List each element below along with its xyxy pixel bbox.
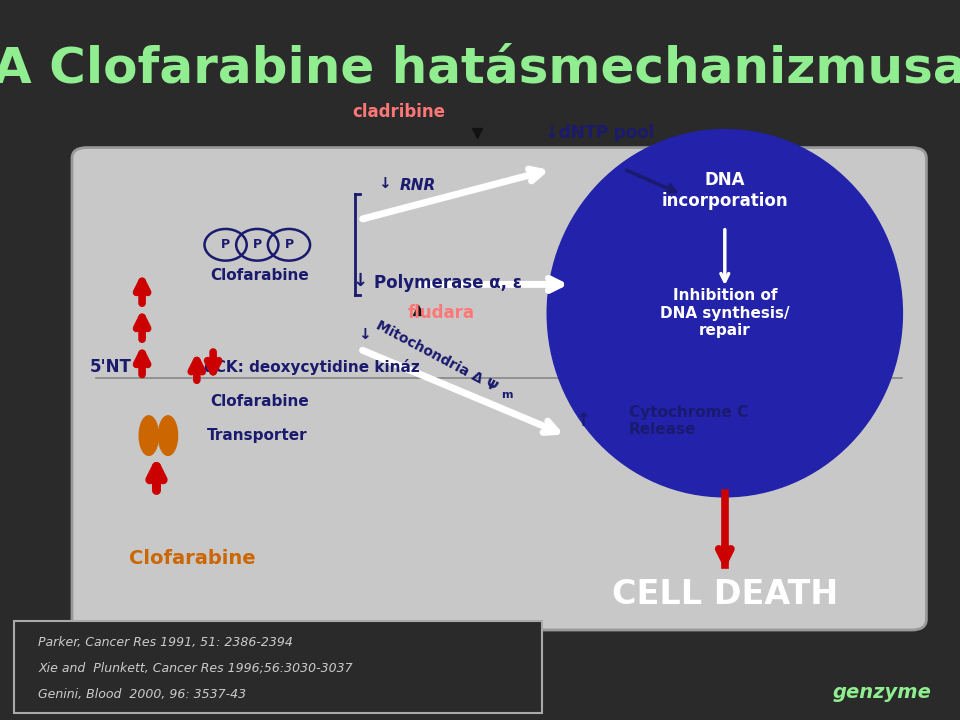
Ellipse shape: [158, 415, 178, 455]
Text: Clofarabine: Clofarabine: [129, 549, 255, 567]
Text: Polymerase α, ε: Polymerase α, ε: [374, 274, 522, 292]
Text: cladribine: cladribine: [352, 102, 444, 120]
Text: CELL DEATH: CELL DEATH: [612, 577, 838, 611]
Text: ↓: ↓: [358, 328, 372, 342]
Text: Inhibition of
DNA synthesis/
repair: Inhibition of DNA synthesis/ repair: [660, 288, 790, 338]
Text: fludara: fludara: [408, 304, 475, 323]
Text: Cytochrome C
Release: Cytochrome C Release: [629, 405, 748, 437]
Text: Parker, Cancer Res 1991, 51: 2386-2394: Parker, Cancer Res 1991, 51: 2386-2394: [38, 636, 293, 649]
Text: P: P: [221, 238, 230, 251]
Text: genzyme: genzyme: [832, 683, 931, 702]
FancyBboxPatch shape: [72, 148, 926, 630]
Text: ↑: ↑: [575, 412, 590, 430]
Text: Transporter: Transporter: [206, 428, 307, 443]
Text: dCK: deoxycytidine kináz: dCK: deoxycytidine kináz: [204, 359, 420, 375]
Text: 5'NT: 5'NT: [89, 358, 132, 376]
Ellipse shape: [547, 130, 902, 497]
Text: m: m: [501, 390, 513, 400]
Text: Genini, Blood  2000, 96: 3537-43: Genini, Blood 2000, 96: 3537-43: [38, 688, 247, 701]
Text: ↓dNTP pool: ↓dNTP pool: [545, 124, 655, 143]
Text: ↓: ↓: [352, 271, 368, 289]
Ellipse shape: [139, 415, 158, 455]
Text: Xie and  Plunkett, Cancer Res 1996;56:3030-3037: Xie and Plunkett, Cancer Res 1996;56:303…: [38, 662, 353, 675]
Text: RNR: RNR: [399, 179, 436, 193]
Text: P: P: [284, 238, 294, 251]
FancyBboxPatch shape: [14, 621, 542, 713]
Text: Clofarabine: Clofarabine: [210, 394, 308, 408]
Text: Mitochondria Δ Ψ: Mitochondria Δ Ψ: [373, 318, 500, 395]
Text: Clofarabine: Clofarabine: [210, 269, 308, 283]
Text: A Clofarabine hatásmechanizmusa: A Clofarabine hatásmechanizmusa: [0, 45, 960, 92]
Text: ↓: ↓: [377, 176, 391, 191]
Text: DNA
incorporation: DNA incorporation: [661, 171, 788, 210]
Text: P: P: [252, 238, 262, 251]
